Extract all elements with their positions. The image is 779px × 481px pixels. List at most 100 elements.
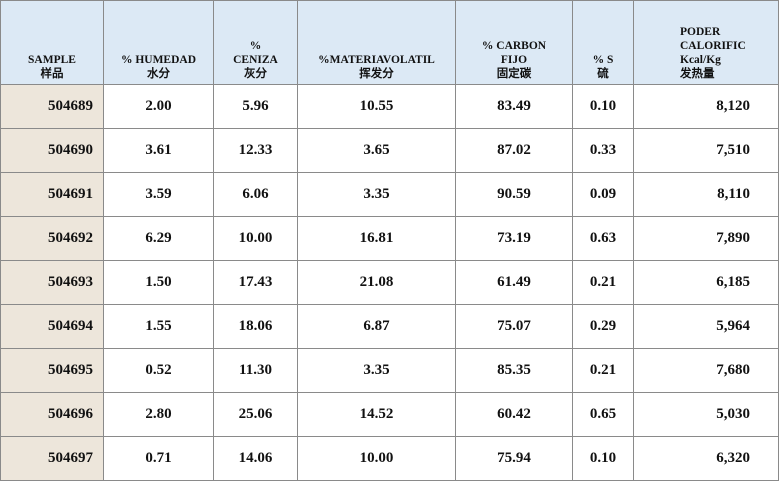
header-text: 样品 [40, 68, 64, 80]
sample-cell: 504695 [0, 348, 104, 393]
value-cell: 7,510 [633, 128, 779, 173]
value-cell: 83.49 [455, 84, 573, 129]
table-row: 504692 6.29 10.00 16.81 73.19 0.63 7,890 [0, 216, 779, 261]
header-text: 固定碳 [496, 68, 532, 80]
value-cell: 3.35 [297, 172, 456, 217]
value-cell: 75.94 [455, 436, 573, 481]
value-cell: 6,185 [633, 260, 779, 305]
header-cell: % CARBON FIJO 固定碳 [455, 0, 573, 85]
header-text: % [249, 40, 262, 52]
table-row: 504697 0.71 14.06 10.00 75.94 0.10 6,320 [0, 436, 779, 481]
value-cell: 5,964 [633, 304, 779, 349]
value-cell: 0.10 [572, 84, 634, 129]
header-text: 水分 [147, 68, 170, 80]
header-cell: SAMPLE 样品 [0, 0, 104, 85]
value-cell: 87.02 [455, 128, 573, 173]
value-cell: 1.50 [103, 260, 214, 305]
value-cell: 2.80 [103, 392, 214, 437]
value-cell: 7,890 [633, 216, 779, 261]
table-row: 504696 2.80 25.06 14.52 60.42 0.65 5,030 [0, 392, 779, 437]
value-cell: 10.00 [213, 216, 298, 261]
value-cell: 60.42 [455, 392, 573, 437]
sample-cell: 504690 [0, 128, 104, 173]
header-cell: % HUMEDAD 水分 [103, 0, 214, 85]
value-cell: 0.21 [572, 260, 634, 305]
table-row: 504693 1.50 17.43 21.08 61.49 0.21 6,185 [0, 260, 779, 305]
value-cell: 0.71 [103, 436, 214, 481]
value-cell: 2.00 [103, 84, 214, 129]
value-cell: 5.96 [213, 84, 298, 129]
value-cell: 14.52 [297, 392, 456, 437]
header-text: CENIZA [233, 54, 278, 66]
header-text: Kcal/Kg [680, 54, 721, 66]
value-cell: 0.52 [103, 348, 214, 393]
header-text: 硫 [597, 68, 609, 80]
header-text: FIJO [500, 54, 528, 66]
value-cell: 6.87 [297, 304, 456, 349]
value-cell: 8,110 [633, 172, 779, 217]
sample-cell: 504691 [0, 172, 104, 217]
header-text: 灰分 [244, 68, 267, 80]
value-cell: 18.06 [213, 304, 298, 349]
header-text: 挥发分 [359, 68, 394, 80]
value-cell: 0.33 [572, 128, 634, 173]
header-cell: % CENIZA 灰分 [213, 0, 298, 85]
header-cell: % S 硫 [572, 0, 634, 85]
value-cell: 8,120 [633, 84, 779, 129]
header-row: SAMPLE 样品 % HUMEDAD 水分% CENIZA 灰分 %MATERIAVOLA… [0, 0, 779, 85]
header-cell: PODER CALORIFIC Kcal/Kg 发热量 [633, 0, 779, 85]
header-text: % CARBON [481, 40, 547, 52]
value-cell: 0.21 [572, 348, 634, 393]
value-cell: 10.00 [297, 436, 456, 481]
sample-cell: 504692 [0, 216, 104, 261]
header-text: %MATERIAVOLATIL [318, 54, 435, 66]
value-cell: 73.19 [455, 216, 573, 261]
value-cell: 0.29 [572, 304, 634, 349]
table-row: 504691 3.59 6.06 3.35 90.59 0.09 8,110 [0, 172, 779, 217]
header-text: % S [592, 54, 614, 66]
value-cell: 1.55 [103, 304, 214, 349]
value-cell: 90.59 [455, 172, 573, 217]
value-cell: 3.35 [297, 348, 456, 393]
table-body: 504689 2.00 5.96 10.55 83.49 0.10 8,120 504690 3… [0, 84, 779, 481]
header-text: CALORIFIC [680, 40, 746, 52]
header-text: PODER [680, 26, 721, 38]
value-cell: 6,320 [633, 436, 779, 481]
header-text: % HUMEDAD [120, 54, 197, 66]
value-cell: 3.65 [297, 128, 456, 173]
header-text: 发热量 [680, 68, 715, 80]
value-cell: 14.06 [213, 436, 298, 481]
table-row: 504690 3.61 12.33 3.65 87.02 0.33 7,510 [0, 128, 779, 173]
value-cell: 0.63 [572, 216, 634, 261]
sample-cell: 504693 [0, 260, 104, 305]
value-cell: 12.33 [213, 128, 298, 173]
sample-cell: 504697 [0, 436, 104, 481]
value-cell: 17.43 [213, 260, 298, 305]
table-row: 504695 0.52 11.30 3.35 85.35 0.21 7,680 [0, 348, 779, 393]
value-cell: 0.09 [572, 172, 634, 217]
value-cell: 21.08 [297, 260, 456, 305]
sample-cell: 504689 [0, 84, 104, 129]
value-cell: 61.49 [455, 260, 573, 305]
value-cell: 10.55 [297, 84, 456, 129]
value-cell: 11.30 [213, 348, 298, 393]
value-cell: 85.35 [455, 348, 573, 393]
value-cell: 16.81 [297, 216, 456, 261]
value-cell: 0.65 [572, 392, 634, 437]
value-cell: 0.10 [572, 436, 634, 481]
value-cell: 25.06 [213, 392, 298, 437]
sample-cell: 504696 [0, 392, 104, 437]
sample-cell: 504694 [0, 304, 104, 349]
header-cell: %MATERIAVOLATIL 挥发分 [297, 0, 456, 85]
table-row: 504689 2.00 5.96 10.55 83.49 0.10 8,120 [0, 84, 779, 129]
value-cell: 3.59 [103, 172, 214, 217]
value-cell: 6.06 [213, 172, 298, 217]
table-row: 504694 1.55 18.06 6.87 75.07 0.29 5,964 [0, 304, 779, 349]
value-cell: 7,680 [633, 348, 779, 393]
header-text: SAMPLE [28, 54, 76, 66]
value-cell: 6.29 [103, 216, 214, 261]
value-cell: 3.61 [103, 128, 214, 173]
value-cell: 75.07 [455, 304, 573, 349]
